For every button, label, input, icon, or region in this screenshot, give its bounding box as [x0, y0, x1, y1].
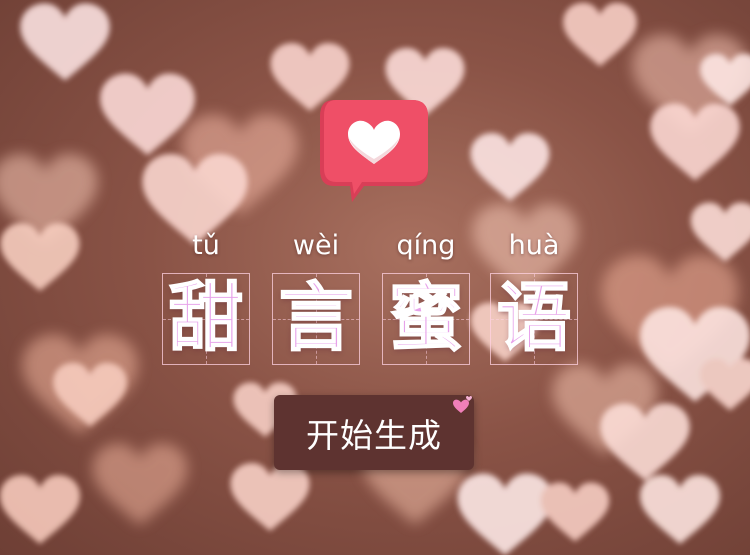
hanzi-character: 甜	[168, 274, 244, 362]
small-hearts-icon	[452, 394, 474, 414]
title-char-4: huà 语	[488, 230, 580, 370]
practice-grid	[382, 273, 470, 365]
pinyin-label: qíng	[396, 230, 456, 261]
hanzi-character: 语	[496, 274, 572, 362]
hanzi-character: 蜜	[388, 274, 464, 362]
title-char-1: tǔ 甜	[160, 230, 252, 370]
practice-grid	[490, 273, 578, 365]
pinyin-label: wèi	[292, 230, 340, 261]
start-button-label: 开始生成	[306, 415, 442, 455]
title-char-3: qíng 蜜	[380, 230, 472, 370]
heart-speech-bubble-icon	[318, 96, 430, 208]
pinyin-label: huà	[508, 230, 560, 261]
practice-grid	[162, 273, 250, 365]
app-title: tǔ 甜 wèi 言 qíng 蜜 huà 语	[160, 230, 590, 370]
title-char-2: wèi 言	[270, 230, 362, 370]
pinyin-label: tǔ	[192, 230, 220, 261]
start-generate-button[interactable]: 开始生成	[274, 395, 474, 470]
hanzi-character: 言	[278, 274, 354, 362]
practice-grid	[272, 273, 360, 365]
